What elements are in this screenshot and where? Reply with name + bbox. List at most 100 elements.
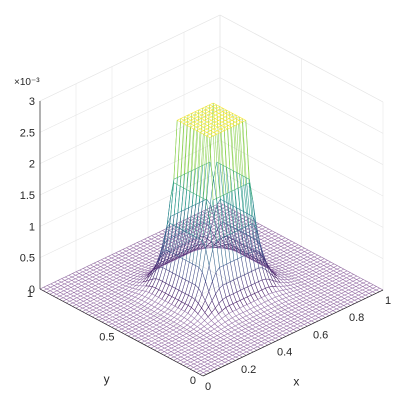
- mesh-segment: [122, 254, 126, 257]
- mesh-segment: [269, 330, 273, 334]
- mesh-segment: [74, 283, 79, 286]
- mesh-segment: [243, 348, 247, 351]
- mesh-segment: [311, 311, 316, 315]
- mesh-segment: [294, 313, 299, 316]
- mesh-segment: [290, 251, 295, 254]
- mesh-segment: [285, 295, 290, 298]
- mesh-segment: [133, 308, 138, 312]
- mesh-segment: [115, 320, 120, 323]
- mesh-segment: [231, 121, 236, 125]
- mesh-segment: [210, 130, 214, 133]
- mesh-segment: [254, 281, 259, 284]
- mesh-segment: [122, 321, 126, 325]
- mesh-segment: [191, 265, 197, 284]
- mesh-segment: [329, 270, 334, 273]
- mesh-segment: [189, 337, 194, 340]
- mesh-segment: [208, 114, 212, 118]
- mesh-segment: [74, 288, 78, 292]
- mesh-segment: [239, 116, 243, 119]
- mesh-segment: [230, 337, 235, 340]
- mesh-segment: [46, 288, 51, 292]
- mesh-segment: [130, 305, 135, 308]
- mesh-segment: [103, 269, 108, 273]
- mesh-segment: [276, 257, 280, 261]
- mesh-segment: [195, 202, 200, 226]
- mesh-segment: [90, 297, 94, 300]
- mesh-segment: [241, 326, 246, 329]
- mesh-segment: [248, 255, 253, 258]
- mesh-segment: [261, 337, 266, 341]
- mesh-segment: [188, 347, 193, 351]
- mesh-segment: [235, 323, 239, 327]
- mesh-segment: [304, 249, 309, 252]
- mesh-segment: [288, 307, 292, 311]
- mesh-segment: [76, 304, 80, 307]
- mesh-segment: [232, 358, 236, 361]
- mesh-segment: [195, 167, 200, 205]
- mesh-segment: [300, 291, 304, 295]
- mesh-segment: [153, 319, 157, 322]
- mesh-segment: [336, 268, 341, 272]
- mesh-segment: [229, 303, 234, 306]
- mesh-segment: [230, 191, 235, 233]
- mesh-segment: [89, 271, 94, 274]
- mesh-segment: [205, 137, 211, 201]
- mesh-segment: [241, 330, 246, 333]
- mesh-segment: [258, 327, 263, 330]
- mesh-segment: [282, 266, 286, 268]
- mesh-segment: [123, 312, 127, 316]
- mesh-segment: [50, 288, 54, 292]
- mesh-segment: [309, 299, 314, 302]
- mesh-segment: [185, 347, 189, 351]
- mesh-segment: [61, 276, 66, 279]
- mesh-segment: [183, 319, 188, 324]
- mesh-segment: [241, 122, 246, 185]
- mesh-segment: [218, 353, 223, 356]
- mesh-segment: [201, 114, 206, 118]
- mesh-segment: [261, 297, 265, 303]
- mesh-segment: [171, 236, 175, 251]
- mesh-segment: [204, 361, 208, 365]
- mesh-segment: [211, 360, 215, 363]
- mesh-segment: [201, 353, 206, 356]
- mesh-segment: [80, 297, 84, 300]
- mesh-segment: [86, 299, 91, 302]
- mesh-segment: [328, 286, 332, 289]
- mesh-segment: [214, 118, 219, 121]
- mesh-segment: [128, 294, 132, 297]
- mesh-segment: [205, 241, 210, 244]
- mesh-segment: [187, 360, 191, 363]
- mesh-segment: [185, 293, 189, 296]
- mesh-segment: [102, 278, 107, 281]
- mesh-segment: [319, 301, 324, 304]
- mesh-segment: [174, 346, 179, 349]
- mesh-segment: [291, 244, 295, 247]
- mesh-segment: [109, 309, 114, 312]
- mesh-segment: [342, 277, 347, 280]
- mesh-segment: [254, 335, 259, 339]
- mesh-segment: [156, 256, 161, 264]
- mesh-segment: [241, 254, 246, 257]
- mesh-segment: [140, 242, 145, 245]
- mesh-segment: [256, 317, 261, 320]
- mesh-segment: [210, 333, 215, 336]
- mesh-segment: [168, 342, 172, 345]
- mesh-segment: [247, 337, 252, 340]
- mesh-segment: [106, 268, 111, 271]
- mesh-segment: [310, 260, 314, 263]
- mesh-segment: [222, 351, 227, 354]
- mesh-segment: [212, 351, 216, 354]
- mesh-segment: [289, 263, 294, 266]
- mesh-segment: [288, 270, 293, 274]
- mesh-segment: [103, 264, 108, 267]
- mesh-segment: [226, 346, 231, 349]
- mesh-segment: [177, 358, 181, 361]
- mesh-segment: [262, 330, 266, 334]
- mesh-segment: [315, 315, 319, 318]
- mesh-segment: [100, 264, 105, 267]
- mesh-segment: [221, 315, 226, 319]
- mesh-segment: [189, 261, 193, 265]
- mesh-segment: [226, 166, 230, 170]
- mesh-segment: [115, 250, 120, 254]
- mesh-segment: [318, 312, 323, 315]
